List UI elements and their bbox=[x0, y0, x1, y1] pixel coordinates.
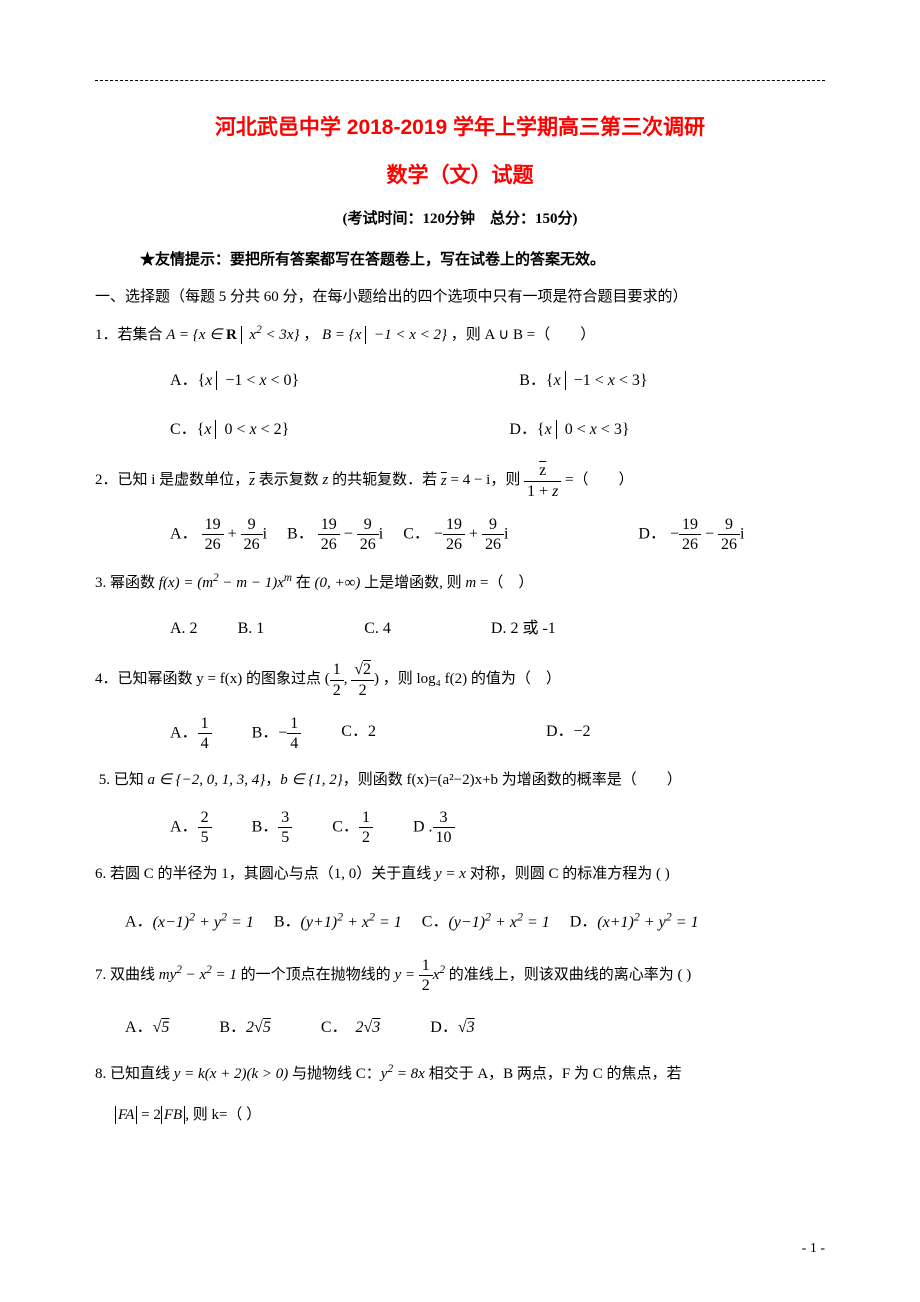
q4-stem-b: ，则 log₄ f(2) 的值为（ ） bbox=[383, 671, 561, 687]
q4-optB: B．−14 bbox=[252, 714, 302, 753]
q6-optD: D．(x+1)2 + y2 = 1 bbox=[570, 902, 699, 942]
question-7: 7. 双曲线 my2 − x2 = 1 的一个顶点在抛物线的 y = 12x2 … bbox=[95, 956, 825, 995]
q1-optD: D．{x 0 < x < 3} bbox=[509, 412, 629, 447]
q7-optA: A．√5 bbox=[125, 1010, 169, 1045]
q1-comma: ， bbox=[303, 327, 318, 343]
q3-optD: D. 2 或 -1 bbox=[491, 611, 556, 646]
exam-info: (考试时间：120分钟 总分：150分) bbox=[95, 207, 825, 228]
question-8: 8. 已知直线 y = k(x + 2)(k > 0) 与抛物线 C：y2 = … bbox=[95, 1059, 825, 1088]
q3-optC: C. 4 bbox=[364, 611, 391, 646]
q4-optD: D．−2 bbox=[546, 714, 591, 753]
q6-optC: C．(y−1)2 + x2 = 1 bbox=[422, 902, 550, 942]
q2-optC: C． −1926 + 926i bbox=[403, 515, 508, 554]
page-subtitle: 数学（文）试题 bbox=[95, 159, 825, 189]
question-8-line2: FA = 2FB, 则 k=（ ） bbox=[95, 1102, 825, 1129]
q5-options: A．25 B．35 C．12 D .310 bbox=[95, 808, 825, 847]
q5-optD: D .310 bbox=[413, 808, 455, 847]
q7-options: A．√5 B．2√5 C． 2√3 D．√3 bbox=[95, 1010, 825, 1045]
q7-optB: B．2√5 bbox=[219, 1010, 270, 1045]
q5-optA: A．25 bbox=[170, 808, 212, 847]
q1-setA: A = {x ∈ R x2 < 3x} bbox=[166, 327, 299, 343]
q6-options: A．(x−1)2 + y2 = 1 B．(y+1)2 + x2 = 1 C．(y… bbox=[95, 902, 825, 942]
q3-options: A. 2 B. 1 C. 4 D. 2 或 -1 bbox=[95, 611, 825, 646]
top-divider bbox=[95, 80, 825, 81]
q1-setB: B = {x −1 < x < 2} bbox=[322, 327, 447, 343]
q1-optC: C．{x 0 < x < 2} bbox=[170, 412, 289, 447]
q2-options: A． 1926 + 926i B． 1926 − 926i C． −1926 +… bbox=[95, 515, 825, 554]
q6-optB: B．(y+1)2 + x2 = 1 bbox=[274, 902, 402, 942]
q1-suffix: ，则 A ∪ B =（ ） bbox=[451, 327, 595, 343]
question-3: 3. 幂函数 f(x) = (m2 − m − 1)xm 在 (0, +∞) 上… bbox=[95, 568, 825, 597]
question-5: 5. 已知 a ∈ {−2, 0, 1, 3, 4}，b ∈ {1, 2}，则函… bbox=[95, 767, 825, 794]
q2-optD: D． −1926 − 926i bbox=[638, 515, 744, 554]
q4-optC: C．2 bbox=[341, 714, 376, 753]
q2-optA: A． 1926 + 926i bbox=[170, 515, 267, 554]
q1-optA: A．{x −1 < x < 0} bbox=[170, 363, 299, 398]
q1-stem-prefix: 1．若集合 bbox=[95, 327, 166, 343]
q7-optC: C． 2√3 bbox=[321, 1010, 380, 1045]
question-2: 2．已知 i 是虚数单位，z 表示复数 z 的共轭复数．若 z = 4 − i，… bbox=[95, 461, 825, 500]
page-title: 河北武邑中学 2018-2019 学年上学期高三第三次调研 bbox=[95, 111, 825, 141]
page-number: - 1 - bbox=[802, 1241, 825, 1257]
q4-stem-a: 4．已知幂函数 y = f(x) 的图象过点 bbox=[95, 671, 321, 687]
q4-optA: A．14 bbox=[170, 714, 212, 753]
q4-options: A．14 B．−14 C．2 D．−2 bbox=[95, 714, 825, 753]
question-6: 6. 若圆 C 的半径为 1，其圆心与点（1, 0）关于直线 y = x 对称，… bbox=[95, 861, 825, 888]
q3-optB: B. 1 bbox=[238, 611, 265, 646]
q1-options: A．{x −1 < x < 0} B．{x −1 < x < 3} C．{x 0… bbox=[95, 363, 825, 447]
section-header: 一、选择题（每题 5 分共 60 分，在每小题给出的四个选项中只有一项是符合题目… bbox=[95, 285, 825, 306]
q1-optB: B．{x −1 < x < 3} bbox=[519, 363, 647, 398]
q5-optB: B．35 bbox=[252, 808, 293, 847]
q6-optA: A．(x−1)2 + y2 = 1 bbox=[125, 902, 254, 942]
question-4: 4．已知幂函数 y = f(x) 的图象过点 (12, √22) ，则 log₄… bbox=[95, 660, 825, 699]
q7-optD: D．√3 bbox=[430, 1010, 474, 1045]
q3-optA: A. 2 bbox=[170, 611, 198, 646]
question-1: 1．若集合 A = {x ∈ R x2 < 3x} ， B = {x −1 < … bbox=[95, 320, 825, 349]
q5-optC: C．12 bbox=[332, 808, 373, 847]
exam-tip: ★友情提示：要把所有答案都写在答题卷上，写在试卷上的答案无效。 bbox=[95, 248, 825, 269]
q2-optB: B． 1926 − 926i bbox=[287, 515, 383, 554]
